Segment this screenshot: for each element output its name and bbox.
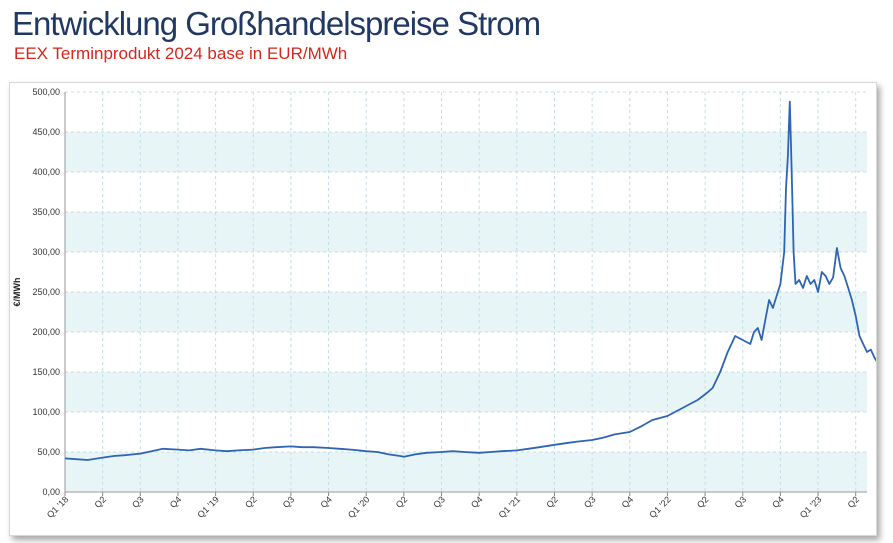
x-tick-label: Q2 bbox=[846, 494, 862, 510]
x-tick-label: Q1 '19 bbox=[195, 494, 221, 520]
y-tick-label: 250,00 bbox=[32, 287, 60, 297]
x-tick-label: Q4 bbox=[770, 494, 786, 510]
plot-band bbox=[65, 212, 867, 252]
y-tick-label: 200,00 bbox=[32, 327, 60, 337]
x-tick-label: Q1 '20 bbox=[346, 494, 372, 520]
y-axis-label: €/MWh bbox=[12, 278, 22, 307]
x-tick-label: Q2 bbox=[695, 494, 711, 510]
plot-band bbox=[65, 252, 867, 292]
y-tick-label: 500,00 bbox=[32, 87, 60, 97]
x-tick-label: Q1 '21 bbox=[497, 494, 523, 520]
x-tick-label: Q3 bbox=[733, 494, 749, 510]
y-tick-label: 50,00 bbox=[37, 447, 60, 457]
x-tick-label: Q3 bbox=[130, 494, 146, 510]
x-tick-label: Q3 bbox=[281, 494, 297, 510]
y-tick-label: 300,00 bbox=[32, 247, 60, 257]
x-tick-label: Q1 '18 bbox=[45, 494, 71, 520]
plot-band bbox=[65, 172, 867, 212]
y-tick-label: 0,00 bbox=[42, 487, 60, 497]
plot-band bbox=[65, 452, 867, 492]
price-line-chart: 0,00 50,00 100,00 150,00 200,00 250,00 300,00 3… bbox=[12, 87, 876, 520]
chart-panel: 0,00 50,00 100,00 150,00 200,00 250,00 300,00 3… bbox=[9, 82, 877, 536]
series-line bbox=[64, 100, 876, 461]
page-subtitle: EEX Terminprodukt 2024 base in EUR/MWh bbox=[14, 44, 348, 63]
x-tick-label: Q1 '22 bbox=[647, 494, 673, 520]
page-title: Entwicklung Großhandelspreise Strom bbox=[12, 5, 541, 42]
y-tick-label: 150,00 bbox=[32, 367, 60, 377]
x-tick-label: Q3 bbox=[431, 494, 447, 510]
plot-band bbox=[65, 292, 867, 332]
plot-band bbox=[65, 132, 867, 172]
plot-band bbox=[65, 332, 867, 372]
x-tick-label: Q4 bbox=[620, 494, 636, 510]
plot-band bbox=[65, 372, 867, 412]
x-tick-label: Q2 bbox=[544, 494, 560, 510]
x-tick-label: Q2 bbox=[394, 494, 410, 510]
plot-band bbox=[65, 412, 867, 452]
x-tick-label: Q4 bbox=[168, 494, 184, 510]
x-tick-label: Q2 bbox=[243, 494, 259, 510]
x-tick-label: Q3 bbox=[582, 494, 598, 510]
plot-band bbox=[65, 92, 867, 132]
x-tick-label: Q2 bbox=[92, 494, 108, 510]
y-tick-label: 350,00 bbox=[32, 207, 60, 217]
x-tick-label: Q4 bbox=[469, 494, 485, 510]
y-tick-label: 400,00 bbox=[32, 167, 60, 177]
x-tick-label: Q1 '23 bbox=[798, 494, 824, 520]
y-tick-label: 100,00 bbox=[32, 407, 60, 417]
x-tick-label: Q4 bbox=[318, 494, 334, 510]
y-tick-label: 450,00 bbox=[32, 127, 60, 137]
